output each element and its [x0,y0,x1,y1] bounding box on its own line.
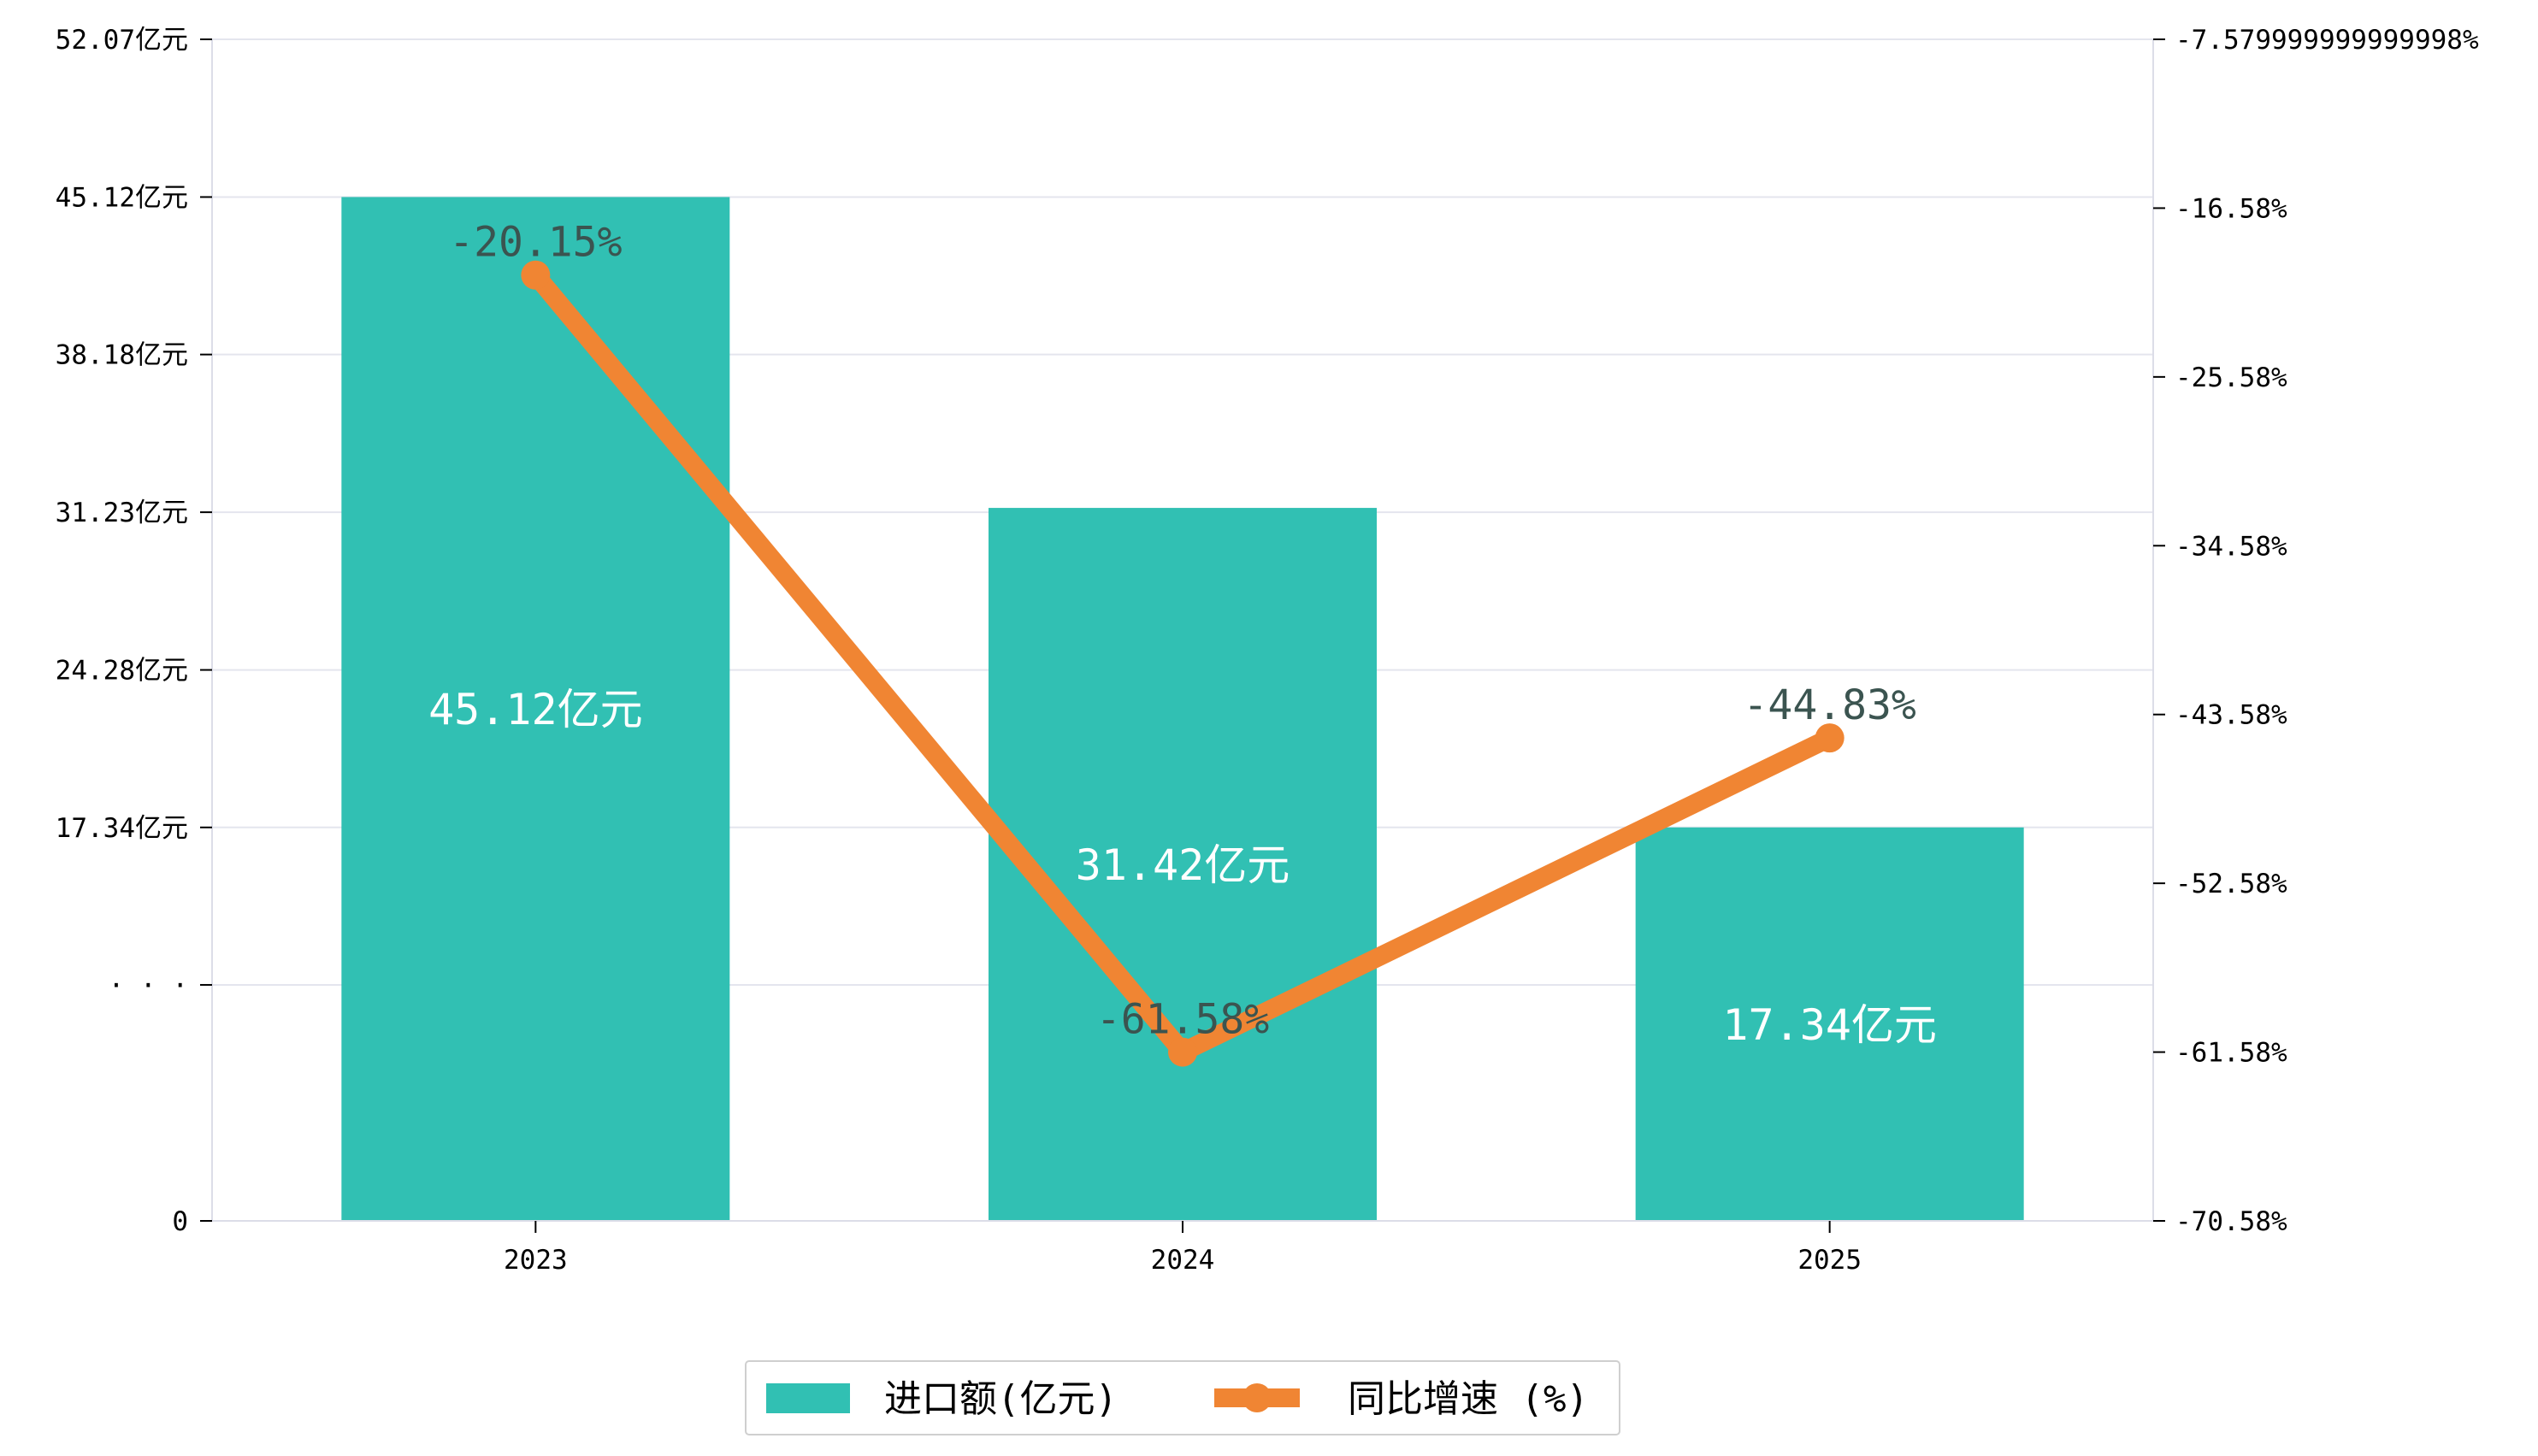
right-tick-label: -25.58% [2175,363,2287,393]
right-tick-label: -52.58% [2175,869,2287,899]
x-tick-label: 2024 [1151,1245,1215,1276]
left-tick-label: 45.12亿元 [56,182,188,213]
bars [341,197,2024,1221]
bar-value-label: 45.12亿元 [428,685,643,734]
left-tick-label: 52.07亿元 [56,25,188,56]
bar [1635,827,2024,1221]
line-point [1168,1037,1197,1067]
x-axis-ticks: 2023 2024 2025 [504,1221,1862,1276]
bar-labels: 45.12亿元 31.42亿元 17.34亿元 [428,685,1937,1050]
legend-label-line: 同比增速 (%) [1348,1377,1589,1421]
left-tick-label: 38.18亿元 [56,340,188,371]
x-tick-label: 2023 [504,1245,568,1276]
right-axis-ticks: -70.58% -61.58% -52.58% -43.58% -34.58% -25.5… [2153,25,2479,1237]
line-point [1815,723,1844,753]
legend-swatch-bar [766,1383,850,1413]
point-value-label: -44.83% [1744,681,1916,729]
right-tick-label: -70.58% [2175,1206,2287,1237]
right-tick-label: -43.58% [2175,700,2287,731]
right-tick-label: -7.579999999999998% [2175,25,2479,56]
left-tick-label: 31.23亿元 [56,498,188,528]
point-value-label: -20.15% [449,219,622,267]
right-tick-label: -16.58% [2175,193,2287,224]
left-axis-ticks: 0 · · · 17.34亿元 24.28亿元 31.23亿元 38.18亿元 45.12亿… [56,25,212,1237]
growth-line [521,260,1844,1067]
legend-box [745,1360,1620,1435]
legend: 进口额(亿元) 同比增速 (%) [745,1360,1620,1435]
left-tick-label: 0 [172,1206,188,1237]
point-value-label: -61.58% [1096,996,1269,1044]
legend-label-bar: 进口额(亿元) [884,1377,1118,1421]
left-tick-label: · · · [109,970,188,1001]
legend-swatch-marker [1242,1383,1272,1412]
left-tick-label: 24.28亿元 [56,656,188,687]
x-tick-label: 2025 [1797,1245,1862,1276]
right-tick-label: -34.58% [2175,531,2287,562]
point-labels: -20.15% -61.58% -44.83% [449,219,1916,1044]
bar [341,197,730,1221]
bar [989,508,1377,1221]
left-tick-label: 17.34亿元 [56,813,188,844]
bar-value-label: 31.42亿元 [1076,840,1290,890]
bar-value-label: 17.34亿元 [1722,1000,1937,1050]
right-tick-label: -61.58% [2175,1038,2287,1069]
line-point [521,260,551,290]
